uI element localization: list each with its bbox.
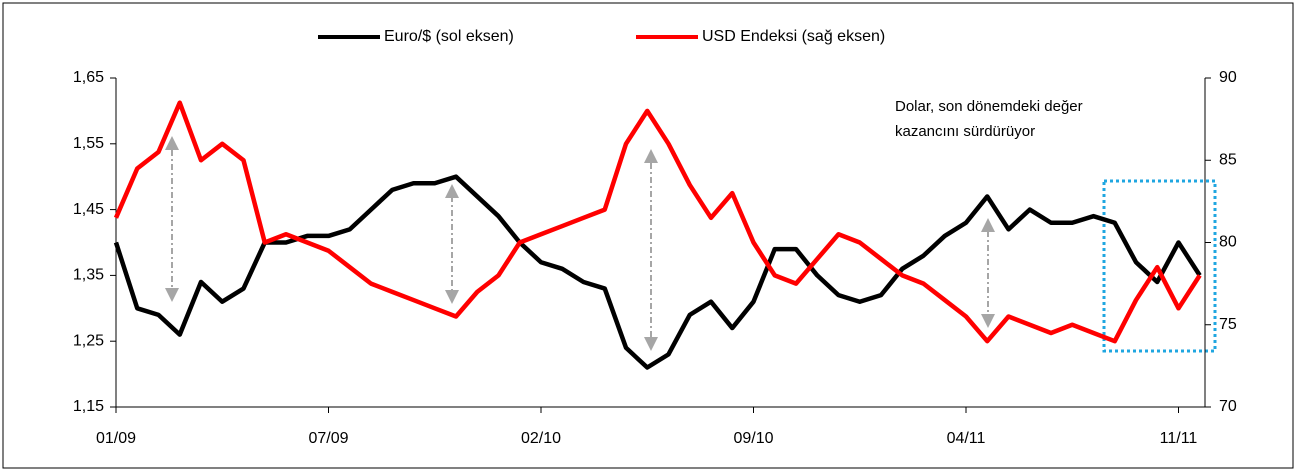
arrows (165, 136, 995, 351)
legend-label: USD Endeksi (sağ eksen) (702, 28, 885, 45)
x-tick-label: 01/09 (96, 430, 136, 447)
y-tick-label: 1,15 (73, 398, 104, 415)
y2-tick-label: 90 (1219, 69, 1237, 86)
y-tick-label: 1,35 (73, 267, 104, 284)
series-line (113, 100, 1202, 344)
highlight-box (1102, 179, 1217, 353)
x-tick-label: 04/11 (947, 430, 986, 447)
legend-label: Euro/$ (sol eksen) (384, 28, 514, 45)
annotation: Dolar, son dönemdeki değer (895, 98, 1083, 115)
x-tick-label: 07/09 (308, 430, 348, 447)
y2-tick-label: 75 (1219, 316, 1237, 333)
y-tick-label: 1,25 (73, 332, 104, 349)
y2-tick-label: 80 (1219, 234, 1237, 251)
annotation: kazancını sürdürüyor (895, 123, 1035, 140)
x-tick-label: 02/10 (521, 430, 561, 447)
y-tick-label: 1,65 (73, 69, 104, 86)
y-tick-label: 1,45 (73, 201, 104, 218)
y2-tick-label: 85 (1219, 151, 1237, 168)
x-tick-label: 11/11 (1160, 430, 1198, 447)
x-tick-label: 09/10 (733, 430, 773, 447)
y2-tick-label: 70 (1219, 398, 1237, 415)
y-tick-label: 1,55 (73, 135, 104, 152)
series-line (113, 174, 1202, 370)
